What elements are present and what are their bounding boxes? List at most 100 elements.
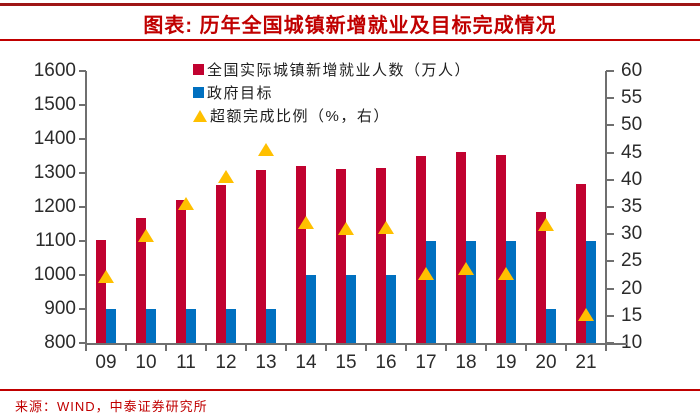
x-axis-tick (445, 345, 447, 351)
legend-item-target: 政府目标 (193, 81, 471, 104)
target-bar (426, 241, 436, 343)
x-axis-tick (405, 345, 407, 351)
x-axis-tick (85, 345, 87, 351)
x-axis-category-label: 21 (575, 352, 597, 373)
ratio-triangle-marker (338, 221, 354, 235)
right-axis-tick (606, 260, 614, 263)
target-bar (306, 275, 316, 343)
right-axis-tick (606, 70, 614, 72)
x-axis-category-label: 10 (135, 352, 157, 373)
x-axis-category-label: 20 (535, 352, 557, 373)
ratio-triangle-marker (458, 262, 474, 276)
left-axis-tick (79, 308, 86, 310)
left-axis-tick-label: 1300 (33, 162, 76, 183)
actual-bar (96, 240, 106, 343)
right-axis-tick (606, 178, 614, 181)
right-axis-tick (606, 97, 614, 100)
actual-bar (256, 169, 266, 343)
target-bar (546, 309, 556, 343)
actual-bar (176, 199, 186, 343)
ratio-triangle-marker (98, 269, 114, 283)
left-axis-tick-label: 1500 (33, 94, 76, 115)
actual-bar (496, 155, 506, 343)
right-axis-tick (606, 151, 614, 154)
x-axis-category-label: 09 (95, 352, 117, 373)
ratio-triangle-marker (538, 218, 554, 232)
right-axis-tick-label: 50 (621, 114, 643, 136)
target-bar (386, 275, 396, 343)
legend-label-ratio: 超额完成比例（%，右） (210, 108, 390, 125)
right-axis-tick (606, 206, 614, 208)
legend-item-actual: 全国实际城镇新增就业人数（万人） (193, 58, 471, 81)
x-axis-category-label: 15 (335, 352, 357, 373)
right-axis-line (605, 71, 607, 345)
actual-bar (296, 165, 306, 343)
ratio-triangle-marker (298, 216, 314, 230)
title-underline (0, 39, 700, 41)
left-axis-tick (79, 240, 86, 242)
left-axis-tick (79, 342, 86, 344)
ratio-triangle-marker (178, 197, 194, 211)
ratio-triangle-marker (378, 220, 394, 234)
target-bar (586, 241, 596, 343)
source-note: 来源：WIND，中泰证券研究所 (15, 399, 208, 414)
x-axis-tick (285, 345, 287, 351)
right-axis-tick-label: 10 (621, 332, 643, 353)
legend-item-ratio: 超额完成比例（%，右） (193, 104, 471, 127)
x-axis-tick (565, 345, 567, 351)
ratio-triangle-marker (258, 143, 274, 157)
x-axis-category-label: 14 (295, 352, 317, 373)
legend-label-actual: 全国实际城镇新增就业人数（万人） (207, 62, 472, 79)
right-axis-tick-label: 15 (621, 304, 643, 326)
right-axis-tick-label: 45 (621, 141, 643, 163)
x-axis-category-label: 13 (255, 352, 277, 373)
ratio-series-triangle-icon (193, 109, 207, 122)
left-axis-tick-label: 1100 (35, 230, 76, 251)
left-axis-tick (79, 172, 86, 174)
x-axis-tick (125, 345, 127, 351)
footer-divider-line (0, 389, 700, 391)
left-axis-tick-label: 1000 (33, 264, 76, 285)
x-axis-category-label: 18 (455, 352, 477, 373)
chart-title: 图表: 历年全国城镇新增就业及目标完成情况 (143, 15, 557, 37)
right-axis-tick-label: 35 (621, 196, 643, 217)
actual-bar (336, 168, 346, 343)
right-axis-tick (606, 233, 614, 236)
right-axis-tick (606, 314, 614, 317)
left-axis-tick-label: 800 (44, 332, 76, 353)
target-bar (506, 241, 516, 343)
left-axis-tick (79, 104, 86, 106)
target-bar (266, 309, 276, 343)
right-axis-tick-label: 30 (621, 223, 643, 245)
legend-label-target: 政府目标 (207, 85, 274, 102)
target-bar (226, 309, 236, 343)
left-axis-line (85, 71, 87, 345)
x-axis-tick (525, 345, 527, 351)
actual-bar (376, 168, 386, 343)
right-axis-tick-label: 40 (621, 168, 643, 190)
x-axis-tick (605, 345, 607, 351)
x-axis-category-label: 12 (215, 352, 237, 373)
actual-bar (136, 217, 146, 343)
x-axis-line (85, 343, 627, 345)
left-axis-tick-label: 1200 (33, 196, 76, 217)
left-axis-tick-label: 1600 (33, 60, 76, 81)
left-axis-tick-label: 900 (44, 298, 76, 319)
x-axis-category-label: 19 (495, 352, 517, 373)
actual-bar (576, 183, 586, 343)
x-axis-tick (365, 345, 367, 351)
actual-series-swatch (193, 64, 204, 75)
right-axis-tick-label: 60 (621, 60, 643, 81)
x-axis-category-label: 17 (415, 352, 437, 373)
left-axis-tick (79, 138, 86, 140)
left-axis-tick (79, 206, 86, 208)
right-axis-tick-label: 25 (621, 250, 643, 272)
left-axis-tick (79, 70, 86, 72)
x-axis-tick (325, 345, 327, 351)
right-axis-tick (606, 287, 614, 290)
x-axis-category-label: 16 (375, 352, 397, 373)
legend: 全国实际城镇新增就业人数（万人） 政府目标 超额完成比例（%，右） (193, 58, 471, 127)
ratio-triangle-marker (418, 267, 434, 281)
x-axis-category-label: 11 (176, 352, 196, 373)
